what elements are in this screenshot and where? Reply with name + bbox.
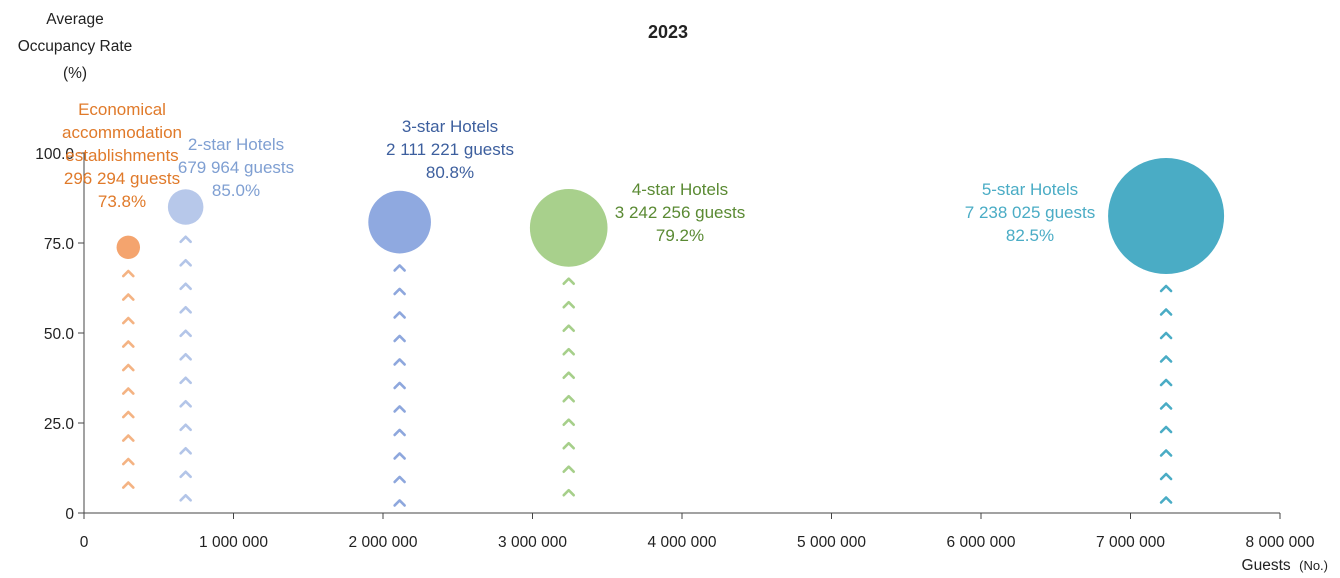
arrow-chevron: [123, 412, 133, 417]
arrow-chevron: [564, 467, 574, 472]
bubble-label-line: 2 111 221 guests: [386, 140, 514, 159]
arrow-chevron: [1161, 333, 1171, 338]
y-tick-label: 75.0: [44, 236, 75, 253]
arrow-chevron: [395, 359, 405, 364]
arrow-chevron: [564, 326, 574, 331]
arrow-chevron: [181, 354, 191, 359]
bubble-label-line: 5-star Hotels: [982, 180, 1078, 199]
bubble-label-line: 4-star Hotels: [632, 180, 728, 199]
arrow-chevron: [395, 500, 405, 505]
bubble-label-line: Economical: [78, 100, 166, 119]
arrow-chevron: [1161, 427, 1171, 432]
bubble: [368, 191, 431, 254]
arrow-chevron: [181, 448, 191, 453]
x-axis-title: Guests (No.): [1242, 557, 1328, 574]
arrow-chevron: [564, 490, 574, 495]
arrow-chevron: [564, 443, 574, 448]
arrow-columns: [123, 237, 1171, 506]
y-axis-title-line-2: Occupancy Rate: [18, 38, 133, 55]
x-axis-title-text: Guests: [1242, 557, 1291, 574]
arrow-chevron: [564, 349, 574, 354]
arrow-chevron: [395, 383, 405, 388]
arrow-chevron: [123, 389, 133, 394]
arrow-chevron: [564, 373, 574, 378]
x-tick-label: 8 000 000: [1246, 534, 1315, 551]
arrow-chevron: [181, 307, 191, 312]
arrow-chevron: [123, 436, 133, 441]
y-tick-label: 0: [65, 506, 74, 523]
arrow-chevron: [123, 342, 133, 347]
arrow-chevron: [395, 430, 405, 435]
arrow-chevron: [395, 312, 405, 317]
arrow-chevron: [564, 302, 574, 307]
arrow-chevron: [123, 459, 133, 464]
arrow-chevron: [1161, 498, 1171, 503]
arrow-chevron: [123, 318, 133, 323]
arrow-chevron: [123, 365, 133, 370]
arrow-chevron: [123, 295, 133, 300]
bubble: [168, 189, 204, 225]
x-tick-label: 0: [80, 534, 89, 551]
bubble-label-line: 85.0%: [212, 181, 260, 200]
x-tick-label: 2 000 000: [349, 534, 418, 551]
chart-title: 2023: [648, 22, 688, 42]
arrow-chevron: [181, 237, 191, 242]
arrow-chevron: [395, 336, 405, 341]
arrow-chevron: [1161, 451, 1171, 456]
arrow-chevron: [123, 271, 133, 276]
arrow-chevron: [181, 331, 191, 336]
y-tick-label: 50.0: [44, 326, 75, 343]
x-axis-title-unit: (No.): [1299, 558, 1328, 573]
arrow-chevron: [564, 420, 574, 425]
bubble-label-line: establishments: [65, 146, 178, 165]
bubble: [530, 189, 608, 267]
y-axis-title-line-3: (%): [63, 65, 87, 82]
bubble-label-line: 2-star Hotels: [188, 135, 284, 154]
bubble-label-line: 73.8%: [98, 192, 146, 211]
arrow-chevron: [181, 401, 191, 406]
bubble: [117, 236, 140, 259]
arrow-chevron: [395, 477, 405, 482]
arrow-chevron: [1161, 357, 1171, 362]
arrow-chevron: [1161, 380, 1171, 385]
bubble-label-line: 679 964 guests: [178, 158, 294, 177]
arrow-chevron: [181, 378, 191, 383]
y-axis-title-line-1: Average: [46, 11, 103, 28]
bubble-label-line: 7 238 025 guests: [965, 203, 1095, 222]
arrow-chevron: [181, 284, 191, 289]
arrow-chevron: [1161, 474, 1171, 479]
x-tick-label: 6 000 000: [947, 534, 1016, 551]
bubble: [1108, 158, 1224, 274]
x-tick-label: 5 000 000: [797, 534, 866, 551]
arrow-chevron: [1161, 310, 1171, 315]
arrow-chevron: [181, 425, 191, 430]
arrow-chevron: [395, 265, 405, 270]
arrow-chevron: [1161, 286, 1171, 291]
bubble-label-line: 82.5%: [1006, 226, 1054, 245]
x-tick-label: 3 000 000: [498, 534, 567, 551]
bubble-label-line: 3 242 256 guests: [615, 203, 745, 222]
bubble-label-line: 296 294 guests: [64, 169, 180, 188]
x-tick-label: 1 000 000: [199, 534, 268, 551]
arrow-chevron: [1161, 404, 1171, 409]
bubble-label-line: 80.8%: [426, 163, 474, 182]
arrow-chevron: [395, 406, 405, 411]
arrow-chevron: [395, 453, 405, 458]
arrow-chevron: [181, 495, 191, 500]
arrow-chevron: [564, 396, 574, 401]
arrow-chevron: [181, 472, 191, 477]
y-tick-label: 25.0: [44, 416, 75, 433]
arrow-chevron: [123, 483, 133, 488]
bubble-label-line: 3-star Hotels: [402, 117, 498, 136]
x-tick-label: 7 000 000: [1096, 534, 1165, 551]
x-tick-label: 4 000 000: [648, 534, 717, 551]
arrow-chevron: [181, 260, 191, 265]
arrow-chevron: [395, 289, 405, 294]
bubble-label-line: 79.2%: [656, 226, 704, 245]
arrow-chevron: [564, 279, 574, 284]
bubble-label-line: accommodation: [62, 123, 182, 142]
